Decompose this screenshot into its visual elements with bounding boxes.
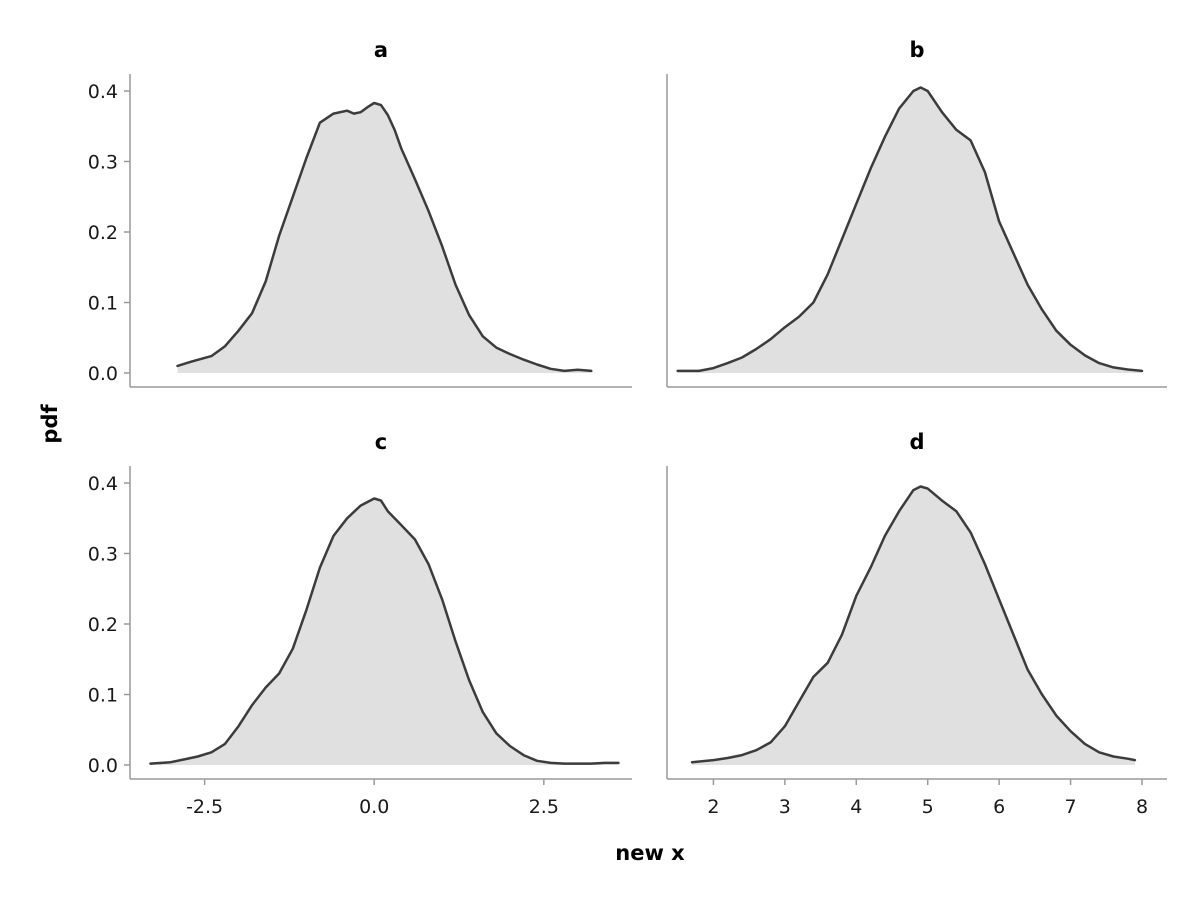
x-tick-label-d: 5: [922, 796, 934, 818]
y-tick-label-a: 0.4: [88, 81, 118, 103]
density-curve-d: [690, 485, 1137, 764]
y-tick-label-a: 0.1: [88, 293, 118, 315]
panels-group: a 0.0 0.1 0.2 0.3 0.4 b c 0.0 0.1 0.2 0.3 0.4 -2.5 0.0…: [88, 38, 1167, 818]
y-tick-label-c: 0.0: [88, 755, 118, 777]
x-tick-label-c: 0.0: [359, 796, 389, 818]
y-tick-label-a: 0.3: [88, 152, 118, 174]
x-tick-label-d: 3: [779, 796, 791, 818]
panel-c: c 0.0 0.1 0.2 0.3 0.4 -2.5 0.0 2.5: [88, 430, 632, 818]
x-tick-label-d: 2: [707, 796, 719, 818]
panel-title-d: d: [909, 430, 924, 454]
y-tick-label-c: 0.1: [88, 685, 118, 707]
y-tick-label-a: 0.0: [88, 363, 118, 385]
x-tick-label-d: 7: [1065, 796, 1077, 818]
x-tick-label-c: -2.5: [186, 796, 223, 818]
x-tick-label-d: 8: [1136, 796, 1148, 818]
density-curve-b: [676, 86, 1144, 373]
density-fill-a: [177, 103, 592, 373]
y-axis-title: pdf: [38, 404, 62, 444]
panel-d: d 2 3 4 5 6 7 8: [666, 430, 1167, 818]
density-curve-a: [176, 101, 593, 373]
x-tick-label-d: 6: [993, 796, 1005, 818]
panel-a: a 0.0 0.1 0.2 0.3 0.4: [88, 38, 632, 388]
y-tick-label-c: 0.2: [88, 614, 118, 636]
density-fill-c: [150, 498, 619, 765]
panel-title-c: c: [375, 430, 387, 454]
x-axis-title: new x: [615, 841, 685, 865]
panel-b: b: [666, 38, 1167, 388]
panel-title-a: a: [374, 38, 388, 62]
panel-title-b: b: [909, 38, 924, 62]
y-tick-label-c: 0.4: [88, 473, 118, 495]
density-fill-b: [677, 87, 1142, 373]
y-tick-label-c: 0.3: [88, 544, 118, 566]
density-curve-c: [149, 497, 620, 765]
x-tick-label-c: 2.5: [529, 796, 559, 818]
y-tick-label-a: 0.2: [88, 222, 118, 244]
x-tick-label-d: 4: [850, 796, 862, 818]
density-fill-d: [692, 486, 1135, 765]
